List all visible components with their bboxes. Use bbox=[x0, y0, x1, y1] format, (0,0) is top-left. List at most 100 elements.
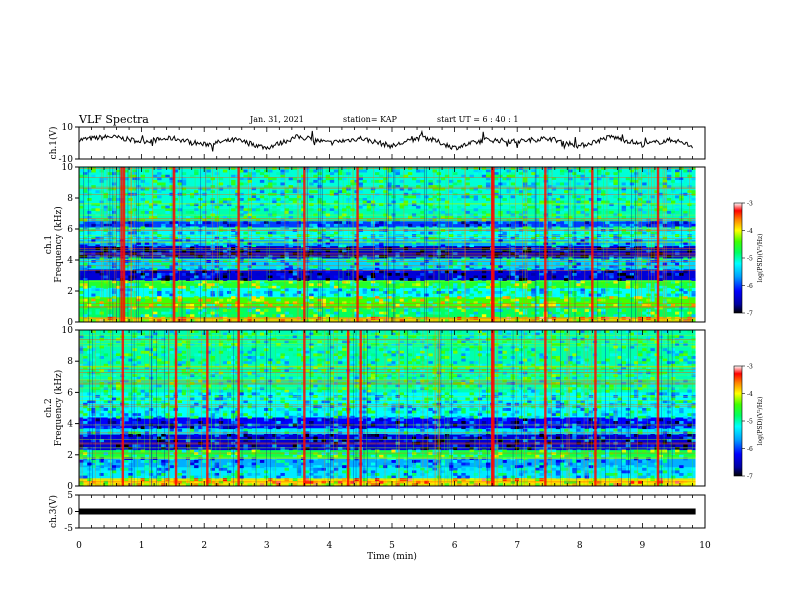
ch1-spectrogram-cell bbox=[79, 265, 84, 269]
ch2-spectrogram-cell bbox=[605, 376, 610, 380]
ch1-spectrogram-cell bbox=[633, 185, 639, 188]
ch1-spectrogram-cell bbox=[235, 303, 240, 307]
ch2-spectrogram-cell bbox=[481, 371, 487, 375]
ch1-spectrogram-cell bbox=[79, 244, 84, 248]
ch1-spectrogram-cell bbox=[481, 280, 487, 284]
ch1-spectrogram-cell bbox=[325, 278, 331, 281]
ch1-spectrogram-cell bbox=[91, 301, 96, 305]
ch1-spectrogram-cell bbox=[317, 257, 322, 261]
ch1-spectrogram-cell bbox=[551, 314, 557, 318]
ch1-spectrogram-cell bbox=[218, 182, 224, 186]
ch2-spectrogram-cell bbox=[440, 343, 446, 346]
ch2-spectrogram-cell bbox=[132, 358, 137, 362]
ch2-spectrogram-cell bbox=[362, 363, 368, 367]
ch2-spectrogram-cell bbox=[272, 369, 277, 372]
ch2-spectrogram-cell bbox=[580, 374, 585, 378]
ch1-spectrogram-cell bbox=[551, 203, 557, 207]
ch1-spectrogram-cell bbox=[239, 169, 244, 173]
ch1-spectrogram-cell bbox=[559, 285, 565, 289]
ch2-spectrogram-cell bbox=[633, 376, 639, 380]
ch1-spectrogram-cell bbox=[374, 272, 380, 276]
ch1-spectrogram-cell bbox=[87, 216, 92, 219]
ch1-spectrogram-cell bbox=[531, 301, 536, 305]
ch1-spectrogram-cell bbox=[222, 309, 228, 312]
ch2-spectrogram-cell bbox=[391, 348, 396, 352]
ch1-spectrogram-cell bbox=[531, 291, 536, 294]
ch2-spectrogram-cell bbox=[317, 340, 322, 344]
ch1-spectrogram-cell bbox=[374, 270, 380, 274]
ch2-spectrogram-cell bbox=[132, 387, 137, 391]
ch1-spectrogram-cell bbox=[547, 280, 553, 284]
ch2-spectrogram-cell bbox=[185, 330, 191, 333]
ch2-spectrogram-cell bbox=[559, 330, 565, 333]
ch1-spectrogram-cell bbox=[650, 270, 655, 274]
ch2-spectrogram-cell bbox=[111, 350, 117, 354]
ch1-spectrogram-cell bbox=[231, 198, 236, 201]
ch1-spectrogram-cell bbox=[638, 223, 643, 227]
ch1-spectrogram-cell bbox=[588, 267, 594, 271]
ch1-spectrogram-cell bbox=[317, 208, 322, 212]
ch2-spectrogram-cell bbox=[374, 350, 380, 354]
ch1-spectrogram-cell bbox=[366, 278, 372, 281]
ch1-spectrogram-cell bbox=[403, 203, 409, 207]
ch2-spectrogram-cell bbox=[399, 350, 405, 354]
ch1-spectrogram-cell bbox=[366, 301, 372, 305]
ch2-spectrogram-cell bbox=[218, 389, 224, 393]
ch2-spectrogram-cell bbox=[687, 387, 692, 391]
ch2-spectrogram-cell bbox=[374, 332, 380, 336]
ch1-spectrogram-cell bbox=[551, 185, 557, 188]
ch2-spectrogram-cell bbox=[596, 343, 602, 346]
ch2-spectrogram-cell bbox=[469, 387, 474, 391]
ch1-spectrogram-cell bbox=[202, 203, 207, 207]
ch2-spectrogram-cell bbox=[518, 335, 524, 339]
ch1-spectrogram-cell bbox=[448, 291, 454, 294]
ch1-spectrogram-cell bbox=[432, 303, 437, 307]
ch1-spectrogram-cell bbox=[165, 303, 170, 307]
ch2-spectrogram-cell bbox=[152, 353, 158, 357]
ch1-spectrogram-cell bbox=[181, 190, 187, 194]
ch1-spectrogram-cell bbox=[173, 241, 178, 245]
ch1-spectrogram-cell bbox=[444, 283, 450, 287]
ch1-spectrogram-cell bbox=[202, 210, 207, 214]
ch1-spectrogram-cell bbox=[633, 208, 639, 212]
ch1-spectrogram-cell bbox=[268, 179, 273, 183]
ch1-spectrogram-cell bbox=[325, 249, 331, 253]
ch1-spectrogram-cell bbox=[551, 223, 557, 227]
ch2-spectrogram-cell bbox=[629, 345, 635, 349]
ch1-spectrogram-cell bbox=[268, 241, 273, 245]
ch1-spectrogram-cell bbox=[465, 291, 470, 294]
ch1-spectrogram-cell bbox=[239, 301, 244, 305]
ch2-spectrogram-cell bbox=[354, 335, 359, 339]
ch1-spectrogram-cell bbox=[658, 223, 664, 227]
ch1-spectrogram-cell bbox=[309, 311, 314, 315]
ch2-spectrogram-cell bbox=[424, 343, 429, 346]
ch1-spectrogram-cell bbox=[222, 272, 228, 276]
ch2-spectrogram-cell bbox=[679, 366, 684, 370]
ch1-spectrogram-cell bbox=[633, 231, 639, 235]
ch1-spectrogram-cell bbox=[387, 231, 392, 235]
ch1-spectrogram-cell bbox=[284, 252, 289, 256]
ch2-spectrogram-cell bbox=[580, 361, 585, 365]
ch1-spectrogram-cell bbox=[189, 249, 195, 253]
ch1-spectrogram-cell bbox=[629, 179, 635, 183]
ch2-spectrogram-cell bbox=[621, 361, 627, 365]
ch2-spectrogram-cell bbox=[572, 387, 577, 391]
ch1-spectrogram-cell bbox=[251, 301, 257, 305]
ch1-spectrogram-cell bbox=[239, 177, 244, 181]
ch2-spectrogram-cell bbox=[284, 348, 289, 352]
ch1-spectrogram-cell bbox=[420, 257, 425, 261]
ch2-spectrogram-cell bbox=[136, 392, 141, 396]
ch1-spectrogram-cell bbox=[362, 288, 368, 292]
ch2-spectrogram-cell bbox=[522, 371, 528, 375]
ch2-spectrogram-cell bbox=[407, 376, 413, 380]
ch1-spectrogram-cell bbox=[124, 223, 129, 227]
ch1-spectrogram-cell bbox=[465, 257, 470, 261]
ch1-spectrogram-cell bbox=[584, 239, 590, 243]
ch1-spectrogram-cell bbox=[613, 200, 618, 204]
ch1-spectrogram-cell bbox=[251, 262, 257, 266]
ch1-spectrogram-cell bbox=[650, 169, 655, 173]
ch1-spectrogram-cell bbox=[428, 185, 433, 188]
ch2-spectrogram-cell bbox=[646, 374, 651, 378]
ch1-spectrogram-cell bbox=[535, 182, 540, 186]
ch1-spectrogram-cell bbox=[325, 177, 331, 181]
